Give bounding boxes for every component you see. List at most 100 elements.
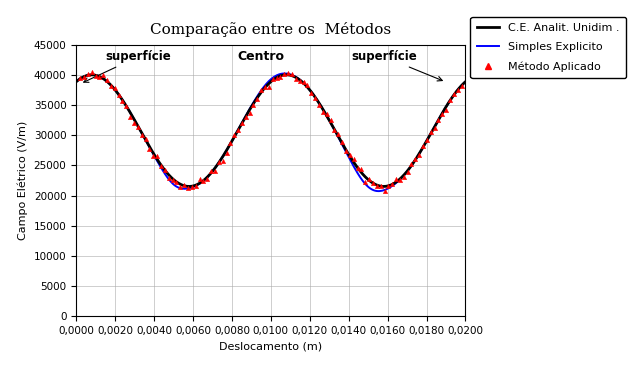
Point	[341, 148, 351, 154]
Point	[94, 74, 104, 80]
Point	[198, 178, 208, 184]
Point	[333, 131, 344, 137]
Point	[233, 127, 243, 133]
Point	[326, 117, 336, 123]
Point	[352, 165, 363, 171]
Point	[252, 96, 262, 102]
Point	[102, 77, 112, 83]
Title: Comparação entre os  Métodos: Comparação entre os Métodos	[150, 22, 391, 36]
Point	[279, 71, 290, 77]
Point	[160, 167, 170, 173]
Point	[86, 68, 97, 74]
Point	[110, 86, 120, 92]
Point	[380, 187, 390, 193]
Point	[272, 76, 282, 81]
Point	[360, 179, 370, 185]
Point	[183, 185, 193, 191]
Point	[330, 126, 340, 132]
Point	[306, 90, 316, 96]
Point	[190, 183, 201, 189]
Point	[453, 87, 463, 93]
Point	[241, 114, 251, 120]
Point	[457, 83, 467, 89]
Point	[256, 87, 266, 93]
Point	[140, 136, 150, 142]
Text: superfície: superfície	[84, 50, 171, 82]
Point	[244, 110, 255, 116]
Point	[125, 113, 135, 119]
Point	[264, 84, 274, 90]
Point	[79, 74, 89, 80]
Point	[364, 176, 374, 182]
Point	[406, 161, 417, 167]
Point	[349, 156, 359, 162]
Point	[276, 74, 286, 80]
Point	[283, 70, 293, 76]
Point	[121, 103, 131, 109]
Point	[449, 92, 459, 97]
Point	[137, 132, 147, 138]
Point	[144, 145, 154, 151]
Point	[117, 98, 128, 104]
Point	[414, 152, 424, 158]
Point	[129, 120, 139, 126]
Text: Centro: Centro	[237, 50, 284, 63]
Point	[445, 97, 455, 103]
Point	[214, 159, 224, 165]
Point	[368, 180, 378, 186]
Point	[168, 177, 178, 183]
Point	[260, 84, 270, 90]
X-axis label: Deslocamento (m): Deslocamento (m)	[219, 341, 323, 352]
Point	[202, 176, 212, 182]
Point	[90, 73, 100, 79]
Point	[298, 80, 309, 86]
Point	[403, 169, 413, 175]
Point	[356, 166, 366, 172]
Point	[418, 143, 428, 149]
Point	[218, 158, 228, 164]
Point	[114, 93, 124, 99]
Point	[194, 176, 204, 182]
Point	[229, 132, 239, 138]
Point	[187, 184, 197, 190]
Point	[410, 156, 420, 162]
Point	[237, 121, 247, 126]
Point	[225, 140, 236, 146]
Point	[321, 111, 331, 117]
Text: superfície: superfície	[351, 50, 442, 81]
Point	[248, 102, 258, 108]
Point	[375, 183, 385, 189]
Point	[441, 107, 451, 113]
Point	[106, 83, 116, 89]
Legend: C.E. Analit. Unidim ., Simples Explicito, Método Aplicado: C.E. Analit. Unidim ., Simples Explicito…	[471, 17, 626, 78]
Point	[337, 140, 347, 145]
Point	[222, 150, 232, 156]
Point	[384, 183, 394, 189]
Point	[98, 72, 109, 78]
Point	[314, 102, 324, 108]
Point	[387, 181, 398, 187]
Point	[302, 82, 312, 88]
Point	[133, 124, 143, 130]
Point	[152, 153, 162, 159]
Point	[318, 109, 328, 115]
Point	[291, 76, 301, 82]
Point	[268, 77, 278, 83]
Point	[156, 163, 166, 169]
Point	[395, 177, 405, 183]
Point	[175, 184, 185, 190]
Point	[399, 174, 409, 180]
Point	[391, 176, 401, 182]
Point	[422, 137, 432, 143]
Point	[371, 183, 382, 189]
Point	[310, 94, 320, 100]
Point	[179, 182, 189, 188]
Point	[425, 129, 436, 135]
Point	[164, 175, 174, 181]
Point	[287, 71, 297, 77]
Point	[295, 78, 305, 84]
Point	[171, 179, 182, 185]
Point	[83, 71, 93, 77]
Point	[148, 153, 158, 159]
Point	[429, 125, 439, 131]
